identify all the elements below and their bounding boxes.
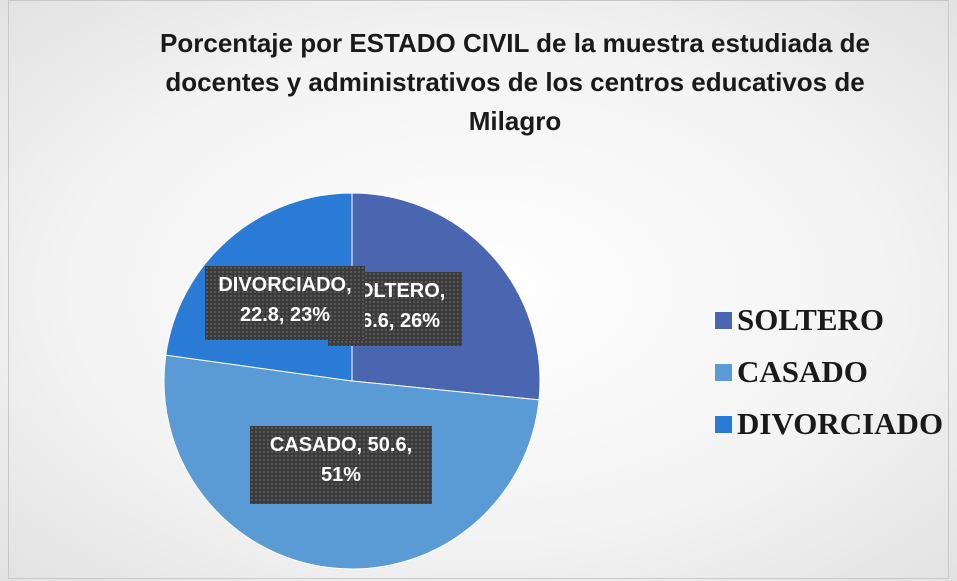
legend-item: DIVORCIADO bbox=[715, 406, 943, 442]
legend-swatch bbox=[715, 311, 732, 329]
chart-frame bbox=[8, 0, 949, 579]
chart-title: Porcentaje por ESTADO CIVIL de la muestr… bbox=[160, 28, 870, 136]
data-label: DIVORCIADO, 22.8, 23% bbox=[205, 266, 365, 340]
legend-label: CASADO bbox=[737, 354, 868, 389]
legend-item: SOLTERO bbox=[715, 302, 884, 338]
legend-label: SOLTERO bbox=[737, 302, 885, 337]
legend-item: CASADO bbox=[715, 354, 868, 390]
data-label: CASADO, 50.6, 51% bbox=[250, 426, 432, 504]
legend-swatch bbox=[715, 363, 732, 381]
legend-swatch bbox=[715, 415, 732, 433]
legend-label: DIVORCIADO bbox=[737, 406, 944, 441]
